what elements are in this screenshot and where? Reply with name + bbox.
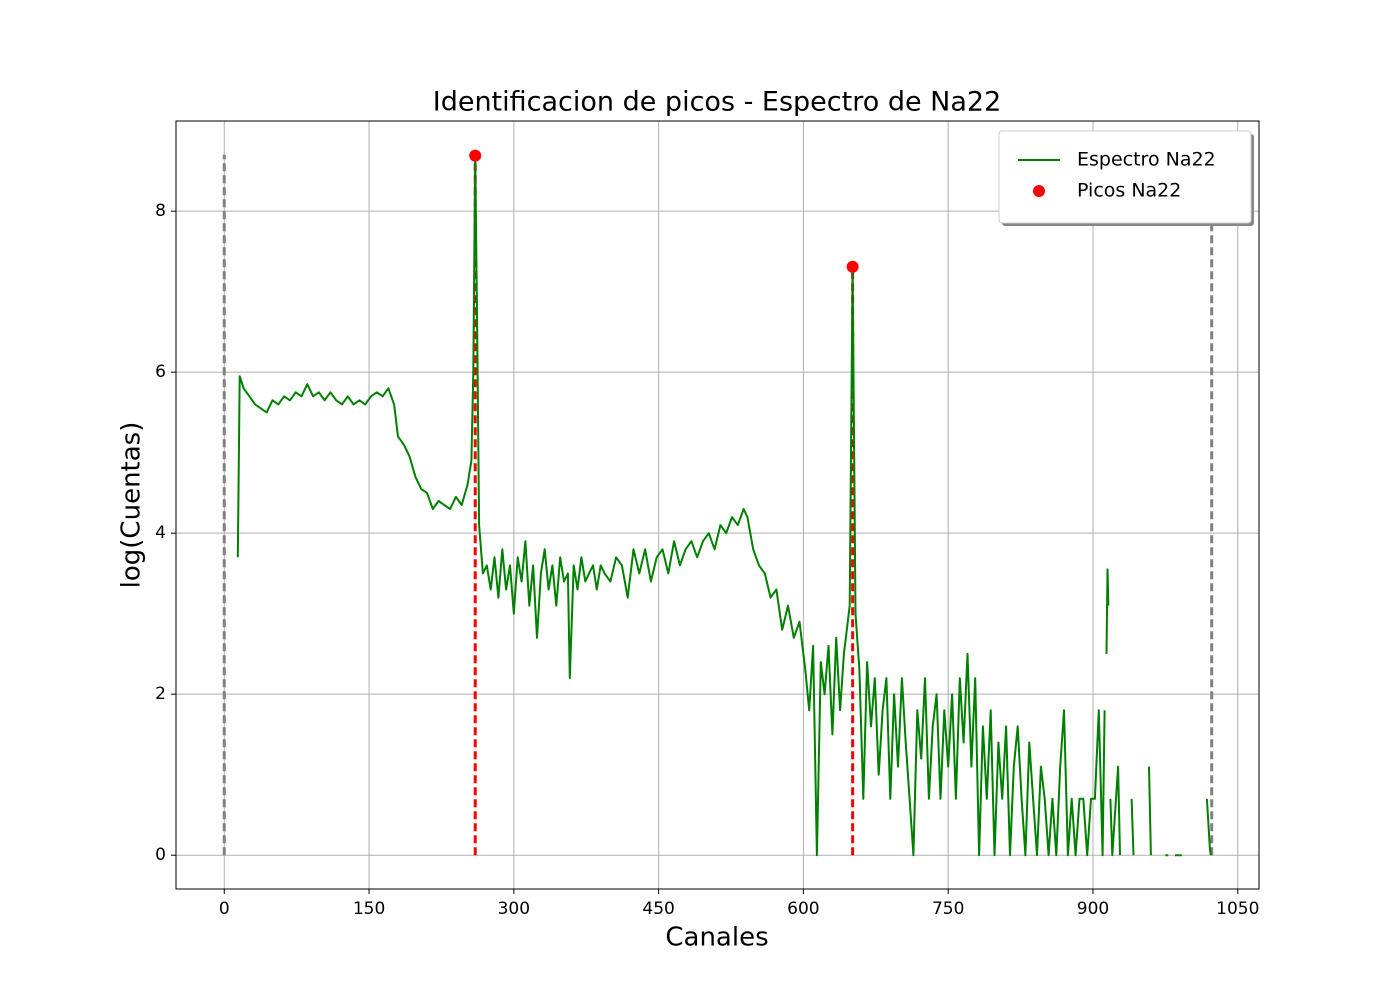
y-tick-label: 0 (155, 845, 166, 865)
x-tick-label: 1050 (1216, 899, 1259, 919)
y-axis-label: log(Cuentas) (117, 422, 147, 589)
spectrum-line (236, 154, 1212, 857)
x-tick-label: 900 (1077, 899, 1109, 919)
legend-swatch (1033, 185, 1045, 197)
y-tick-label: 6 (155, 362, 166, 382)
legend-label: Picos Na22 (1077, 180, 1181, 202)
legend-label: Espectro Na22 (1077, 149, 1216, 171)
y-tick-label: 8 (155, 201, 166, 221)
x-tick-label: 0 (219, 899, 230, 919)
legend (998, 130, 1252, 224)
x-axis-label: Canales (665, 923, 768, 953)
y-tick-label: 2 (155, 684, 166, 704)
x-tick-label: 300 (498, 899, 530, 919)
x-tick-label: 150 (353, 899, 385, 919)
chart-title: Identificacion de picos - Espectro de Na… (433, 87, 1002, 118)
plot-area (222, 149, 1214, 857)
x-tick-label: 600 (787, 899, 819, 919)
y-tick-label: 4 (155, 523, 166, 543)
x-tick-label: 450 (642, 899, 674, 919)
peak-marker (846, 260, 859, 273)
peak-marker (469, 149, 482, 162)
x-tick-label: 750 (932, 899, 964, 919)
plot-frame (175, 120, 1260, 890)
